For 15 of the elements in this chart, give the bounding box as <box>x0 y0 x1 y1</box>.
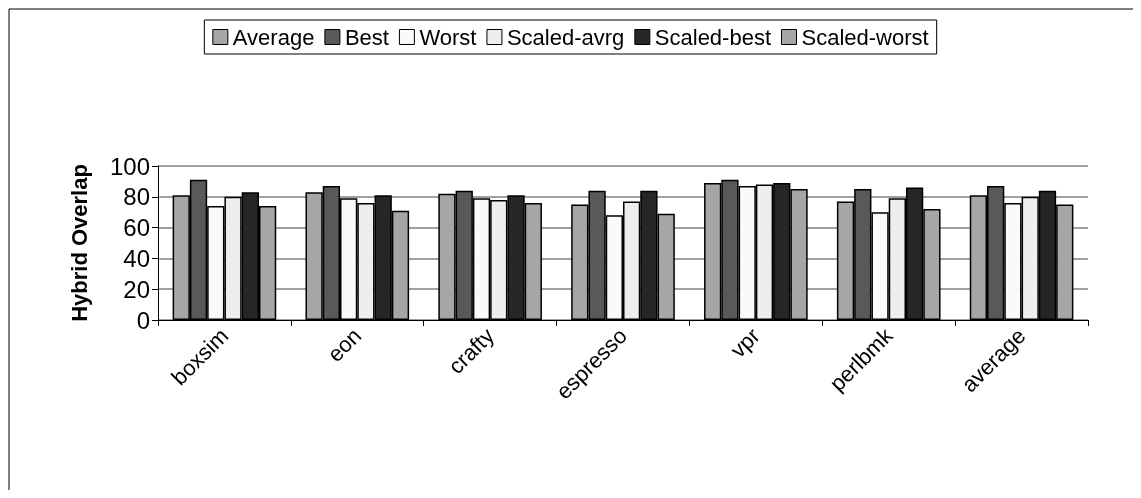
y-tick-label: 60 <box>123 214 150 242</box>
legend-label: Worst <box>419 24 477 50</box>
legend-label: Average <box>232 24 315 50</box>
y-axis-title: Hybrid Overlap <box>66 164 92 322</box>
legend-label: Scaled-best <box>654 24 772 50</box>
legend-label: Scaled-avrg <box>506 24 625 50</box>
y-tick-label: 20 <box>123 275 150 303</box>
x-tick-label: vpr <box>725 323 765 363</box>
y-tick-label: 100 <box>109 152 150 180</box>
legend-label: Scaled-worst <box>801 24 929 50</box>
y-tick-label: 40 <box>123 244 150 272</box>
legend-label: Best <box>344 24 389 50</box>
x-tick-label: eon <box>322 323 367 367</box>
y-tick-label: 80 <box>123 183 150 211</box>
y-tick-label: 0 <box>136 306 150 334</box>
